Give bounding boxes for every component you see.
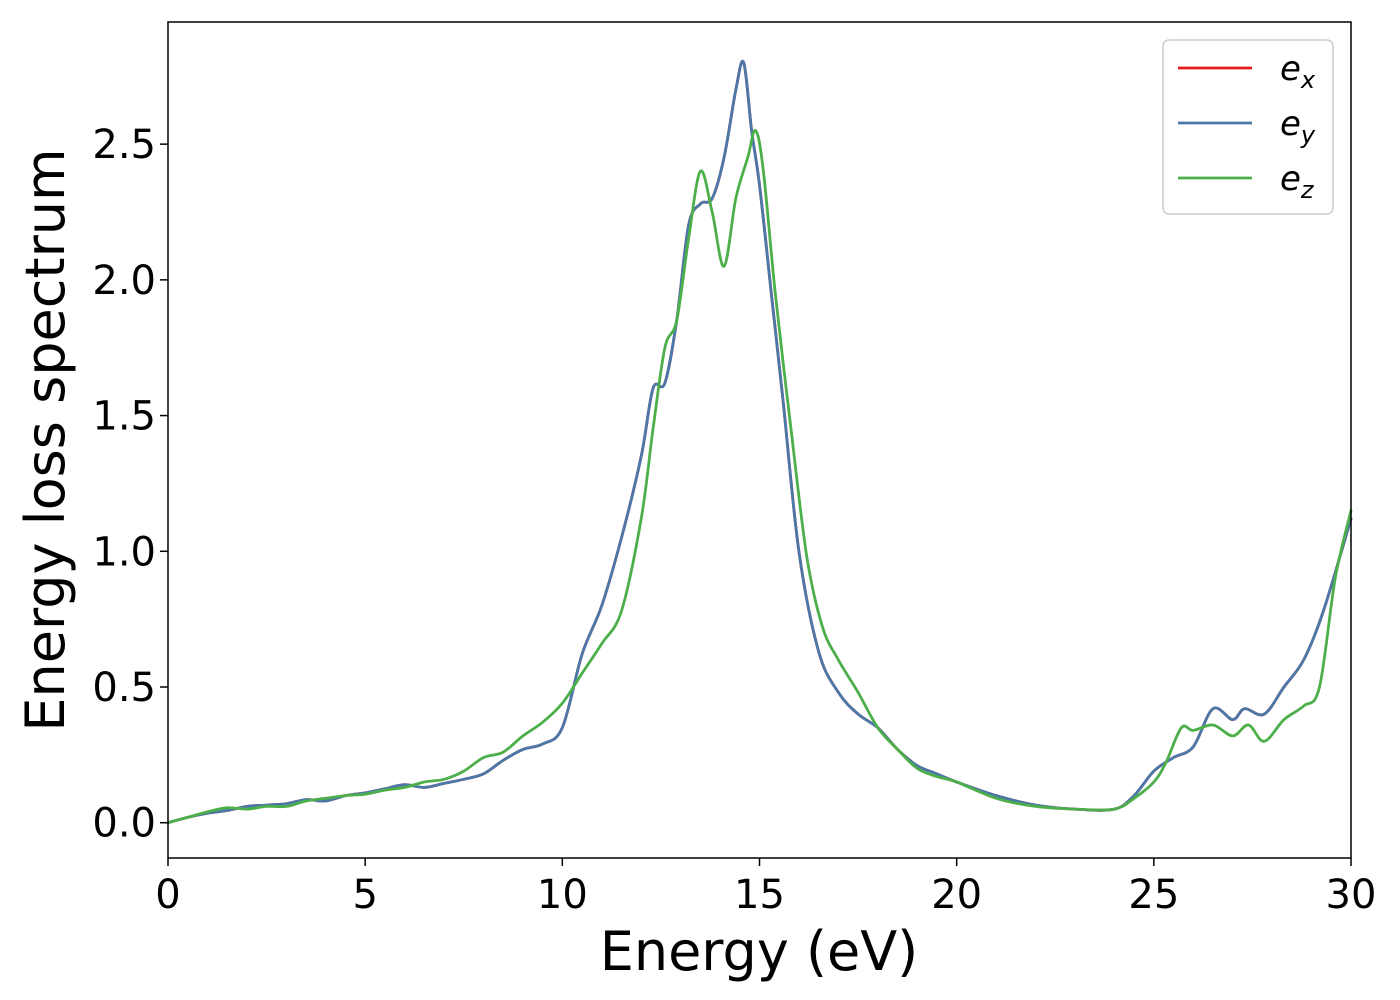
x-tick-label: 15 <box>734 872 785 918</box>
legend-label-z: ez <box>1280 159 1315 204</box>
x-tick-label: 5 <box>352 872 377 918</box>
y-tick-label: 2.0 <box>92 258 156 304</box>
series-line-z <box>166 129 1353 825</box>
series-layer <box>166 59 1353 825</box>
x-tick-label: 25 <box>1128 872 1179 918</box>
plot-area <box>168 22 1351 858</box>
y-axis-label: Energy loss spectrum <box>14 148 77 731</box>
x-tick-label: 10 <box>537 872 588 918</box>
x-axis-label: Energy (eV) <box>600 920 919 983</box>
y-tick-label: 0.0 <box>92 801 156 847</box>
x-tick-label: 20 <box>931 872 982 918</box>
y-axis: 0.0 0.5 1.0 1.5 2.0 2.5 <box>92 122 168 847</box>
legend-box <box>1162 39 1334 215</box>
y-tick-label: 2.5 <box>92 122 156 168</box>
legend-label-y: ey <box>1280 104 1316 149</box>
x-tick-label: 0 <box>155 872 180 918</box>
y-tick-label: 1.5 <box>92 394 156 440</box>
legend: ex ey ez <box>1162 39 1334 215</box>
y-tick-label: 1.0 <box>92 529 156 575</box>
legend-label-x: ex <box>1280 49 1316 94</box>
x-axis: 0 5 10 15 20 25 30 <box>155 858 1376 918</box>
y-tick-label: 0.5 <box>92 665 156 711</box>
x-tick-label: 30 <box>1326 872 1377 918</box>
